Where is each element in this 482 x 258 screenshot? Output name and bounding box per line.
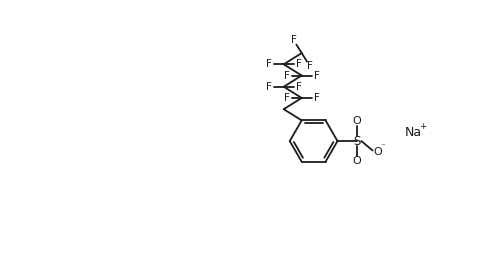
- Text: ⁻: ⁻: [381, 142, 385, 151]
- Text: +: +: [419, 122, 427, 131]
- Text: F: F: [314, 70, 320, 80]
- Text: F: F: [296, 82, 302, 92]
- Text: F: F: [266, 82, 272, 92]
- Text: F: F: [296, 59, 302, 69]
- Text: F: F: [314, 93, 320, 103]
- Text: F: F: [291, 35, 297, 45]
- Text: S: S: [353, 135, 361, 148]
- Text: F: F: [284, 70, 290, 80]
- Text: Na: Na: [405, 126, 422, 139]
- Text: F: F: [307, 61, 313, 71]
- Text: F: F: [266, 59, 272, 69]
- Text: F: F: [284, 93, 290, 103]
- Text: O: O: [352, 116, 361, 126]
- Text: O: O: [374, 147, 382, 157]
- Text: O: O: [352, 156, 361, 166]
